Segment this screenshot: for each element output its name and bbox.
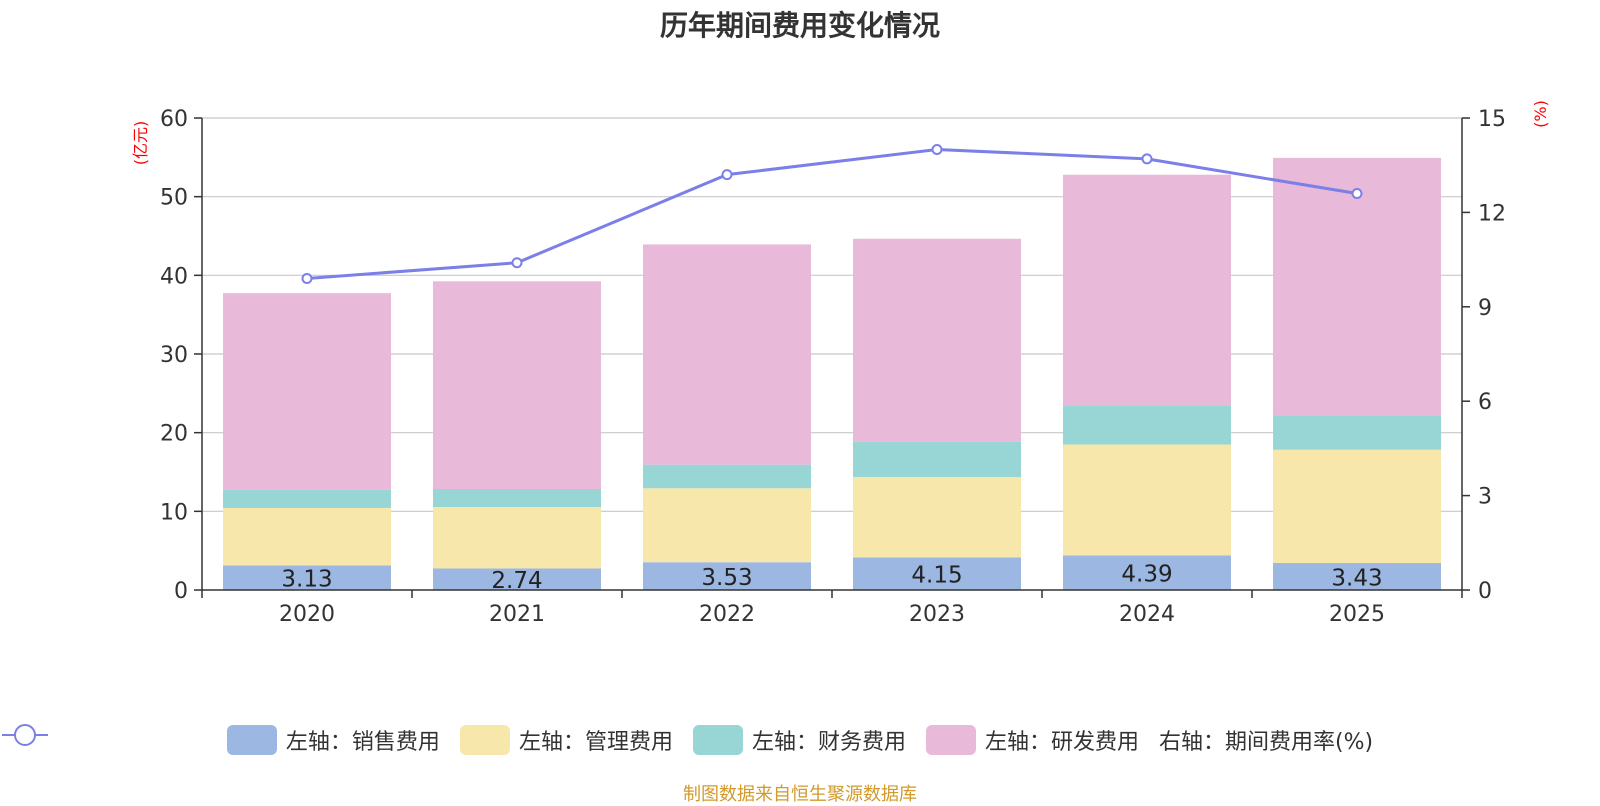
bar-data-label: 3.43 — [1331, 566, 1382, 592]
bar-segment — [853, 477, 1021, 558]
legend-swatch-sales — [226, 725, 277, 755]
bar-segment — [1273, 157, 1441, 416]
bar-segment — [223, 507, 391, 566]
right-axis-tick-label: 3 — [1478, 485, 1492, 510]
legend-label-rnd: 左轴：研发费用 — [984, 730, 1139, 755]
bar-segment — [643, 488, 811, 563]
rate-point — [511, 257, 523, 269]
left-axis-tick-label: 30 — [160, 343, 188, 368]
x-axis-tick-label: 2024 — [1119, 602, 1175, 627]
bar-segment — [1063, 405, 1231, 445]
x-axis-tick-label: 2020 — [279, 602, 335, 627]
right-axis-tick-label: 12 — [1478, 201, 1506, 226]
left-axis-tick-label: 50 — [160, 186, 188, 211]
bar-segment — [1063, 444, 1231, 556]
x-axis-tick-label: 2023 — [909, 602, 965, 627]
left-axis-tick-label: 40 — [160, 264, 188, 289]
bar-data-label: 4.15 — [911, 563, 962, 589]
left-axis-unit-label: (亿元) — [131, 121, 150, 166]
x-axis-tick-label: 2021 — [489, 602, 545, 627]
legend-swatch-rnd — [925, 725, 976, 755]
legend-item-admin[interactable]: 左轴：管理费用 — [459, 724, 673, 756]
bar-segment — [433, 568, 601, 590]
x-axis-tick-label: 2025 — [1329, 602, 1385, 627]
legend-item-sales[interactable]: 左轴：销售费用 — [226, 724, 440, 756]
bar-segment — [1063, 174, 1231, 406]
right-axis-unit-label: (%) — [1531, 100, 1550, 128]
legend-label-finance: 左轴：财务费用 — [751, 730, 906, 755]
chart-legend: 左轴：销售费用 左轴：管理费用 左轴：财务费用 左轴：研发费用 右轴：期间费用率… — [0, 720, 1600, 760]
legend-item-rate[interactable]: 右轴：期间费用率(%) — [2, 724, 1374, 756]
right-axis-tick-label: 9 — [1478, 296, 1492, 321]
left-axis-tick-label: 60 — [160, 107, 188, 132]
bar-segment — [643, 244, 811, 465]
bar-segment — [1273, 563, 1441, 590]
chart-title: 历年期间费用变化情况 — [659, 9, 940, 42]
source-footer: 制图数据来自恒生聚源数据库 — [683, 784, 917, 805]
bar-segment — [433, 281, 601, 489]
legend-item-rnd[interactable]: 左轴：研发费用 — [925, 724, 1139, 756]
bar-segment — [223, 565, 391, 590]
legend-swatch-rate — [2, 724, 48, 746]
right-axis-tick-label: 6 — [1478, 390, 1492, 415]
rate-point — [1351, 188, 1363, 200]
bar-segment — [223, 293, 391, 490]
legend-label-admin: 左轴：管理费用 — [518, 730, 673, 755]
x-axis-tick-label: 2022 — [699, 602, 755, 627]
legend-item-finance[interactable]: 左轴：财务费用 — [692, 724, 906, 756]
rate-point — [931, 143, 943, 155]
bar-data-label: 4.39 — [1121, 562, 1172, 588]
legend-label-sales: 左轴：销售费用 — [285, 730, 440, 755]
bar-segment — [853, 557, 1021, 590]
bar-data-label: 3.13 — [281, 567, 332, 593]
left-axis-tick-label: 20 — [160, 422, 188, 447]
legend-label-rate: 右轴：期间费用率(%) — [1158, 730, 1374, 755]
rate-point — [721, 169, 733, 181]
bar-segment — [643, 464, 811, 489]
bar-segment — [223, 489, 391, 508]
left-axis-tick-label: 0 — [174, 579, 188, 604]
left-axis-tick-label: 10 — [160, 500, 188, 525]
bar-segment — [1273, 415, 1441, 450]
legend-swatch-admin — [459, 725, 510, 755]
right-axis-tick-label: 0 — [1478, 579, 1492, 604]
bar-segment — [1063, 555, 1231, 590]
bar-segment — [853, 441, 1021, 478]
right-axis-tick-label: 15 — [1478, 107, 1506, 132]
bar-segment — [1273, 449, 1441, 564]
legend-swatch-finance — [692, 725, 743, 755]
bar-data-label: 3.53 — [701, 565, 752, 591]
rate-line — [306, 147, 1358, 280]
rate-point — [301, 272, 313, 284]
bar-segment — [433, 507, 601, 569]
bar-segment — [853, 238, 1021, 442]
rate-point — [1141, 153, 1153, 165]
bar-segment — [433, 488, 601, 508]
bar-segment — [643, 562, 811, 590]
